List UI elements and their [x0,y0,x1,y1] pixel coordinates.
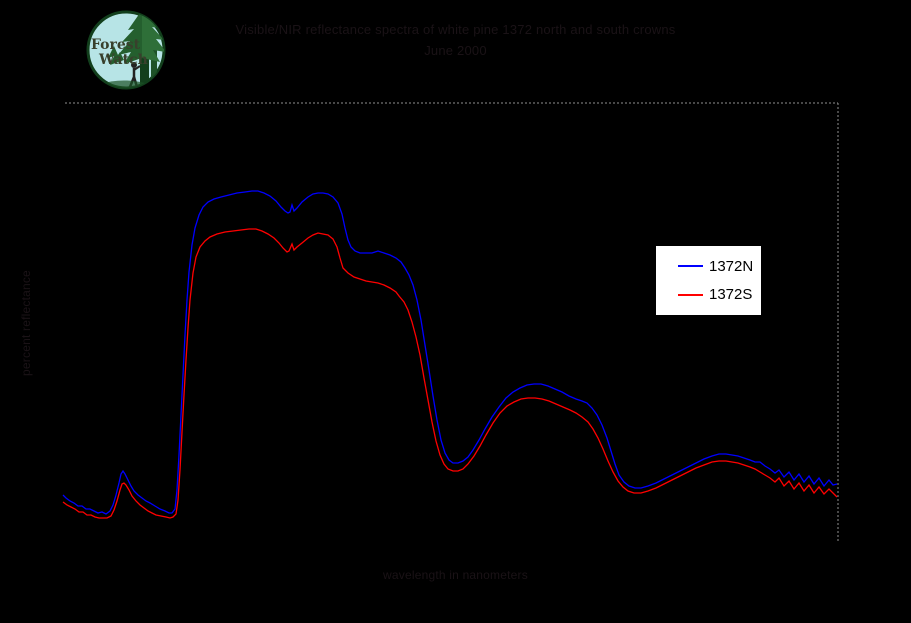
chart-title-line1: Visible/NIR reflectance spectra of white… [235,22,676,37]
x-axis-label: wavelength in nanometers [383,568,528,582]
legend-label: 1372N [709,257,754,275]
logo-text-forest: Forest [91,37,141,53]
series-line-1372N [62,190,838,515]
legend: 1372N 1372S [655,245,762,316]
logo-text-watch: Watch [98,52,148,68]
series-line-1372S [62,228,838,519]
y-axis-label: percent reflectance [19,270,33,376]
legend-item-1372N: 1372N [656,259,761,274]
legend-line-swatch-red [678,293,703,296]
forest-watch-logo: Forest Watch [86,10,166,90]
legend-item-1372S: 1372S [656,287,761,302]
legend-label: 1372S [709,286,753,304]
pine-tree-icon [100,12,164,88]
legend-line-swatch-blue [678,265,703,268]
chart-title-line2: June 2000 [424,43,487,58]
